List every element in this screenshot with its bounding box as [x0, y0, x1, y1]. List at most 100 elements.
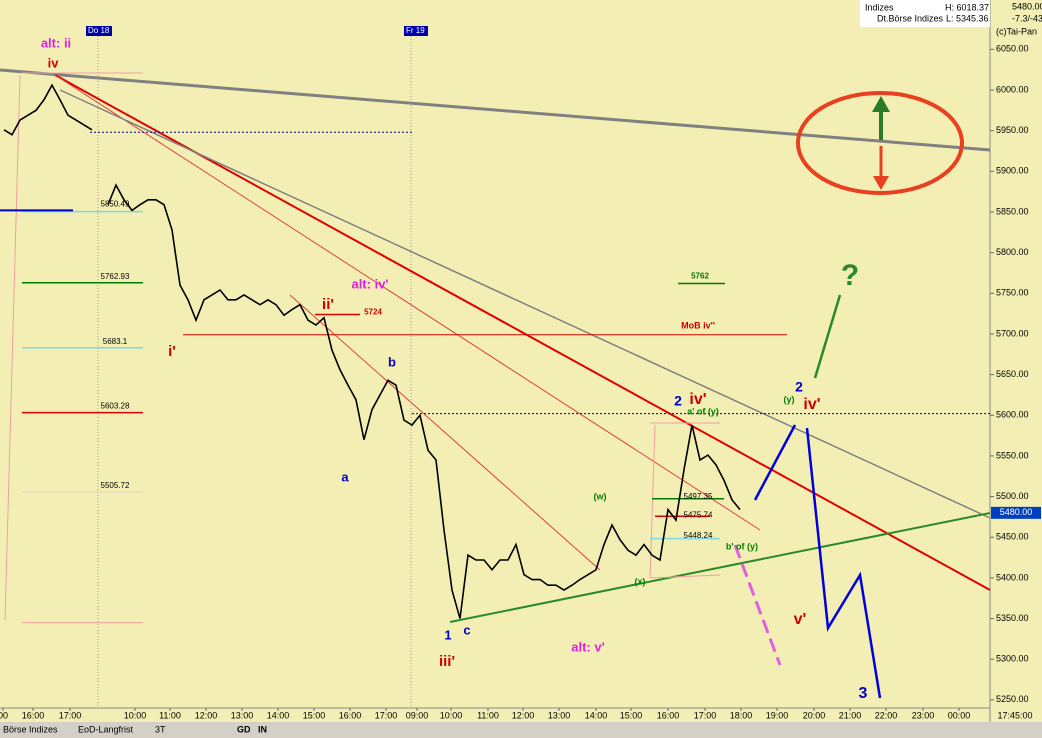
tabs: Börse Indizes EoD-Langfrist 3T GD IN	[3, 724, 267, 734]
wave-label: iv'	[689, 391, 706, 408]
x-tick-label: 22:00	[875, 710, 898, 720]
x-tick-label: 17:00	[59, 710, 82, 720]
x-tick-label: 10:00	[124, 710, 147, 720]
x-tick-label: 13:00	[548, 710, 571, 720]
price-level-label: 5683.1	[103, 337, 128, 346]
wave-label: (w)	[594, 491, 607, 501]
wave-label: 2	[674, 393, 682, 409]
projection	[753, 424, 797, 501]
y-tick-label: 6050.00	[996, 44, 1029, 54]
y-tick-label: 5750.00	[996, 288, 1029, 298]
y-tick-label: 5500.00	[996, 491, 1029, 501]
wave-label: (x)	[635, 576, 646, 586]
tab[interactable]: EoD-Langfrist	[78, 724, 134, 734]
y-tick-label: 5900.00	[996, 166, 1029, 176]
trendline	[54, 74, 761, 531]
tab-bar	[0, 722, 1042, 738]
x-tick-label: 20:00	[803, 710, 826, 720]
x-tick-label: 19:00	[766, 710, 789, 720]
projection	[813, 294, 842, 379]
y-tick-label: 5250.00	[996, 694, 1029, 704]
trendline	[649, 574, 721, 579]
x-tick-label: 16:00	[657, 710, 680, 720]
wave-label: a' of (y)	[687, 406, 719, 416]
price-level-label: 5850.49	[101, 200, 130, 209]
x-tick-label: 10:00	[440, 710, 463, 720]
price-level-label: 5724	[364, 308, 382, 317]
trendline	[0, 68, 991, 152]
y-tick-label: 5450.00	[996, 532, 1029, 542]
tab[interactable]: Börse Indizes	[3, 724, 58, 734]
wave-label: alt: ii	[41, 35, 71, 50]
header-high: H: 6018.37	[945, 2, 989, 12]
price-level-label: 5603.28	[101, 402, 130, 411]
wave-label: b' of (y)	[726, 541, 758, 551]
trendline	[4, 74, 21, 621]
x-tick-label: 16:00	[22, 710, 45, 720]
x-tick-label: 14:00	[585, 710, 608, 720]
session-separators	[97, 30, 412, 708]
y-tick-label: 5600.00	[996, 410, 1029, 420]
date-tag-box	[86, 26, 112, 36]
header: Indizes H: 6018.37 Dt.Börse Indizes L: 5…	[865, 1, 1042, 36]
y-tick-label: 5650.00	[996, 369, 1029, 379]
tab[interactable]: IN	[258, 724, 267, 734]
wave-label: i'	[168, 343, 176, 360]
date-tag: Do 18	[88, 26, 110, 35]
y-tick-label: 5700.00	[996, 328, 1029, 338]
price-line	[107, 183, 741, 619]
y-tick-label: 5400.00	[996, 572, 1029, 582]
arrow-up-head	[872, 96, 890, 112]
y-tick-label: 5350.00	[996, 613, 1029, 623]
last-price-tag	[991, 506, 1041, 519]
trendlines	[0, 68, 991, 699]
wave-label: iii'	[439, 653, 455, 670]
x-tick-label: 00	[0, 710, 8, 720]
tab[interactable]: 3T	[155, 724, 166, 734]
wave-label: iv	[48, 55, 60, 70]
x-tick-label: 09:00	[406, 710, 429, 720]
x-tick-label: 00:00	[948, 710, 971, 720]
x-tick-label: 17:00	[694, 710, 717, 720]
wave-label: 3	[859, 685, 868, 702]
price-level-label: 5475.74	[684, 510, 713, 519]
last-price-label: 5480.00	[1000, 507, 1033, 517]
trendline	[59, 89, 991, 519]
header-change: -7.3/-430.5	[1012, 13, 1042, 23]
y-tick-label: 5950.00	[996, 125, 1029, 135]
x-tick-label: 12:00	[512, 710, 535, 720]
x-tick-label: 14:00	[267, 710, 290, 720]
x-tick-label: 12:00	[195, 710, 218, 720]
header-name: Dt.Börse Indizes	[877, 13, 944, 23]
header-group: Indizes	[865, 2, 894, 12]
price-level-label: 5762	[691, 272, 709, 281]
wave-label: b	[388, 354, 396, 369]
header-last: 5480.00	[1012, 1, 1042, 11]
tab[interactable]: GD	[237, 724, 251, 734]
wave-label: MoB iv''	[681, 320, 715, 330]
x-tick-label: 23:00	[912, 710, 935, 720]
y-tick-label: 5550.00	[996, 450, 1029, 460]
x-tick-label: 15:00	[620, 710, 643, 720]
x-tick-label: 21:00	[839, 710, 862, 720]
projection	[733, 544, 782, 666]
trendline	[54, 74, 991, 591]
wave-label: alt: iv'	[351, 276, 388, 291]
x-tick-label: 17:00	[375, 710, 398, 720]
y-tick-label: 6000.00	[996, 84, 1029, 94]
trendline	[289, 294, 601, 571]
price-level-label: 5762.93	[101, 272, 130, 281]
x-tick-label: 13:00	[231, 710, 254, 720]
wave-label: (y)	[784, 394, 795, 404]
header-box	[860, 0, 990, 27]
x-tick-label: 15:00	[303, 710, 326, 720]
price-level-label: 5505.72	[101, 481, 130, 490]
arrow-down-head	[873, 176, 889, 190]
wave-label: ?	[841, 259, 859, 292]
wave-label: a	[341, 469, 349, 484]
x-tick-label: 16:00	[339, 710, 362, 720]
wave-label: ii'	[322, 296, 334, 313]
price-line	[3, 83, 93, 136]
